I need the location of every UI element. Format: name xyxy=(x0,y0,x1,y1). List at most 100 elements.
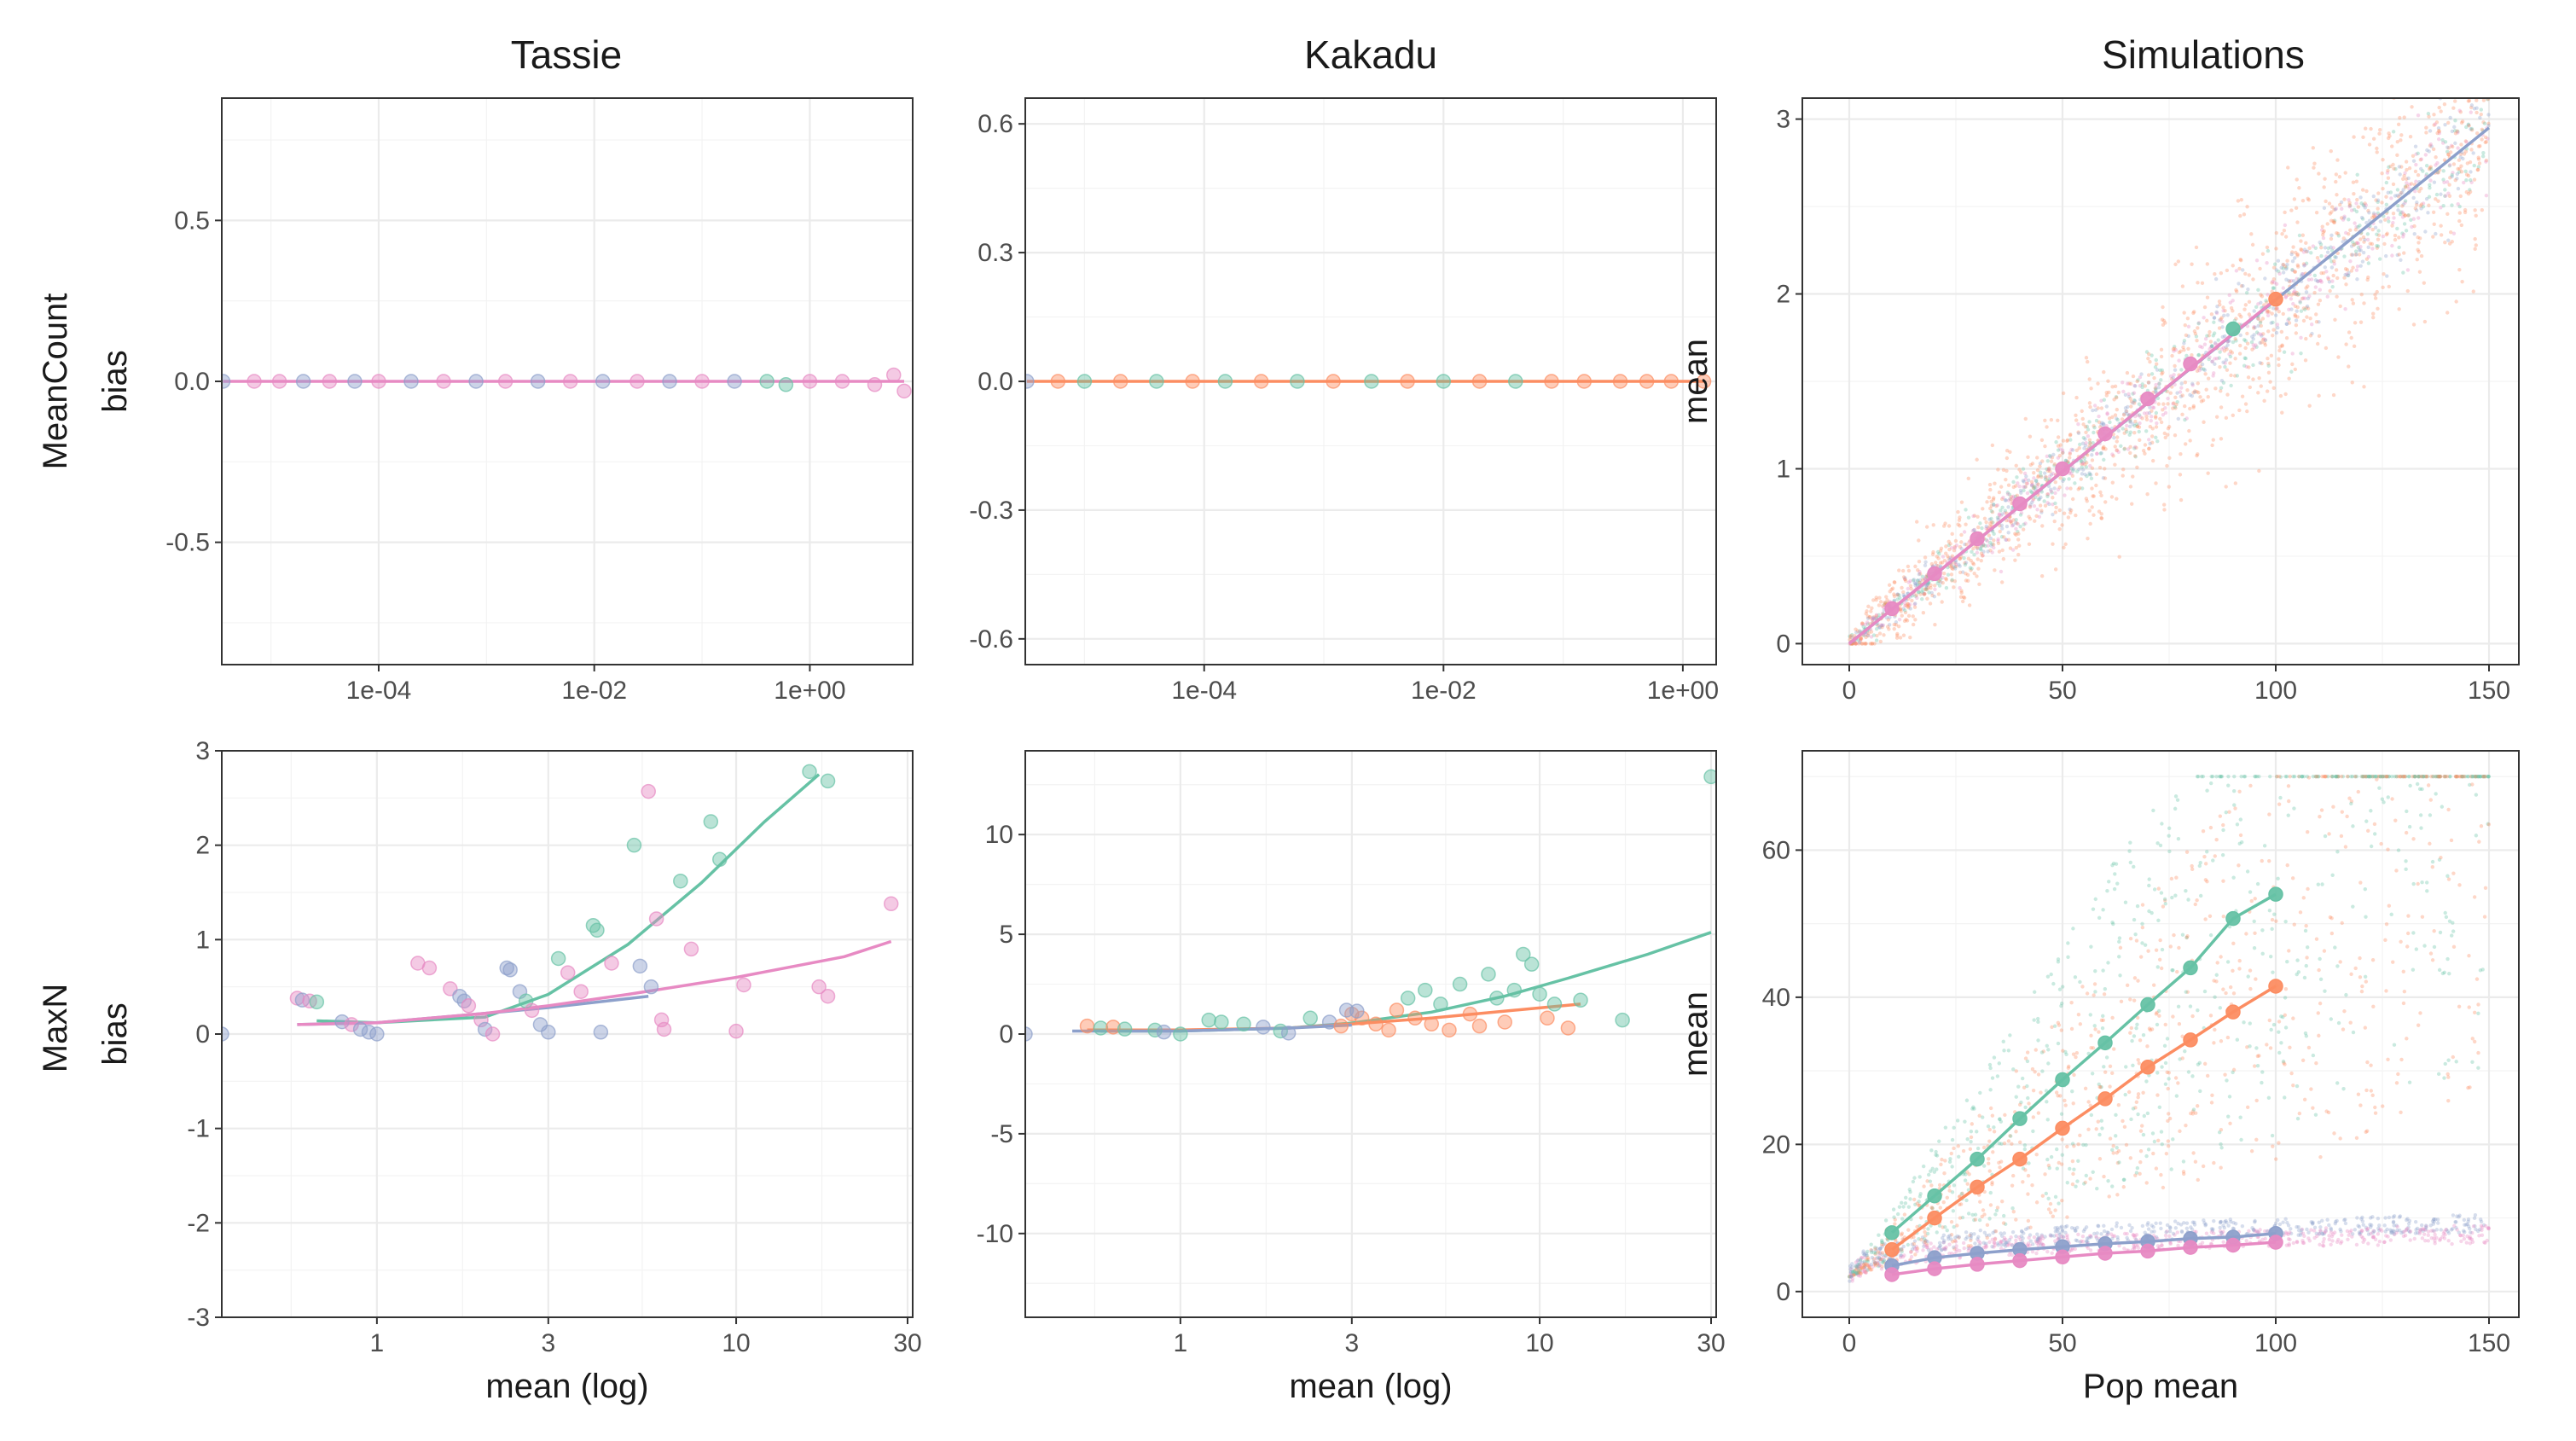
raw-point xyxy=(2038,464,2042,468)
raw-point xyxy=(2323,246,2328,250)
raw-point xyxy=(2137,429,2141,434)
raw-point xyxy=(2138,421,2142,426)
raw-point xyxy=(2156,381,2161,386)
raw-point xyxy=(2361,135,2365,140)
raw-point xyxy=(2340,810,2344,814)
raw-point xyxy=(1950,1165,1954,1169)
raw-point xyxy=(2303,296,2307,300)
data-point-orange xyxy=(1400,374,1415,389)
raw-point xyxy=(1968,1233,1972,1238)
raw-point xyxy=(1877,613,1881,618)
data-point-pink xyxy=(497,374,513,389)
raw-point xyxy=(1915,578,1920,583)
raw-point xyxy=(2087,1234,2092,1238)
raw-point xyxy=(2440,971,2445,976)
x-tick-label: 1e+00 xyxy=(774,677,845,705)
raw-point xyxy=(2317,1231,2322,1236)
raw-point xyxy=(2420,787,2424,792)
raw-point xyxy=(1963,562,1968,567)
raw-point xyxy=(2008,497,2012,501)
raw-point xyxy=(2196,352,2202,357)
data-point-blue xyxy=(222,374,231,389)
raw-point xyxy=(2448,230,2453,235)
raw-point xyxy=(1913,1202,1917,1207)
raw-point xyxy=(2184,353,2189,358)
raw-point xyxy=(2355,264,2360,269)
raw-point xyxy=(2452,76,2456,79)
raw-point xyxy=(1900,1200,1904,1205)
raw-point xyxy=(2086,427,2091,432)
raw-point xyxy=(2171,967,2175,973)
raw-point xyxy=(2283,920,2288,924)
raw-point xyxy=(2433,1241,2437,1246)
raw-point xyxy=(2428,798,2433,802)
raw-point xyxy=(2191,1151,2196,1155)
raw-point xyxy=(2068,510,2073,515)
raw-point xyxy=(2173,433,2178,438)
raw-point xyxy=(1862,1252,1867,1257)
raw-point xyxy=(2386,176,2391,180)
raw-point xyxy=(2092,1024,2097,1028)
y-axis-title: bias xyxy=(96,1002,134,1065)
raw-point xyxy=(2304,963,2308,968)
raw-point xyxy=(2080,461,2085,465)
raw-point xyxy=(2311,244,2316,248)
raw-point xyxy=(2066,1066,2071,1070)
raw-point xyxy=(2387,134,2392,138)
raw-point xyxy=(2353,228,2358,232)
raw-point xyxy=(2122,1231,2127,1236)
raw-point xyxy=(1865,622,1871,626)
raw-point xyxy=(2269,353,2274,358)
raw-point xyxy=(2323,177,2327,181)
raw-point xyxy=(2193,389,2197,393)
raw-point xyxy=(1862,1252,1866,1258)
raw-point xyxy=(1958,1256,1962,1260)
raw-point xyxy=(2343,307,2347,311)
raw-point xyxy=(2064,1223,2069,1229)
raw-point xyxy=(2011,485,2016,490)
raw-point xyxy=(1920,597,1924,601)
raw-point xyxy=(2161,503,2167,507)
raw-point xyxy=(1851,1273,1855,1278)
raw-point xyxy=(2447,183,2451,187)
raw-point xyxy=(1979,548,1983,552)
raw-point xyxy=(1874,596,1878,600)
raw-point xyxy=(2214,973,2219,977)
raw-point xyxy=(2417,189,2422,194)
raw-point xyxy=(2318,815,2322,819)
raw-point xyxy=(1992,1240,1997,1245)
raw-point xyxy=(2418,813,2423,817)
raw-point xyxy=(2053,1229,2058,1234)
raw-point xyxy=(2354,241,2358,246)
raw-point xyxy=(2283,1230,2289,1235)
raw-point xyxy=(2477,161,2482,166)
raw-point xyxy=(2000,548,2005,553)
raw-point xyxy=(1874,615,1878,619)
raw-point xyxy=(2337,175,2342,179)
raw-point xyxy=(2008,1134,2012,1138)
raw-point xyxy=(2312,1225,2318,1230)
raw-point xyxy=(2214,415,2219,419)
raw-point xyxy=(2416,247,2420,253)
raw-point xyxy=(2426,1239,2431,1243)
raw-point xyxy=(2234,269,2239,273)
data-point-green xyxy=(1508,374,1523,389)
raw-point xyxy=(1999,1241,2003,1245)
raw-point xyxy=(2018,1237,2022,1242)
raw-point xyxy=(2474,93,2477,96)
raw-point xyxy=(2237,282,2241,286)
raw-point xyxy=(1983,1243,1988,1247)
raw-point xyxy=(2302,1234,2306,1239)
raw-point xyxy=(2400,210,2405,214)
raw-point xyxy=(2358,1230,2364,1235)
raw-point xyxy=(2320,882,2324,886)
raw-point xyxy=(2366,275,2370,280)
raw-point xyxy=(2133,1106,2138,1110)
raw-point xyxy=(1993,1229,1999,1234)
raw-point xyxy=(1877,1263,1882,1268)
raw-point xyxy=(2334,255,2338,259)
raw-point xyxy=(2047,502,2051,507)
raw-point xyxy=(2225,368,2230,372)
raw-point xyxy=(2342,216,2347,220)
raw-point xyxy=(2306,284,2310,288)
